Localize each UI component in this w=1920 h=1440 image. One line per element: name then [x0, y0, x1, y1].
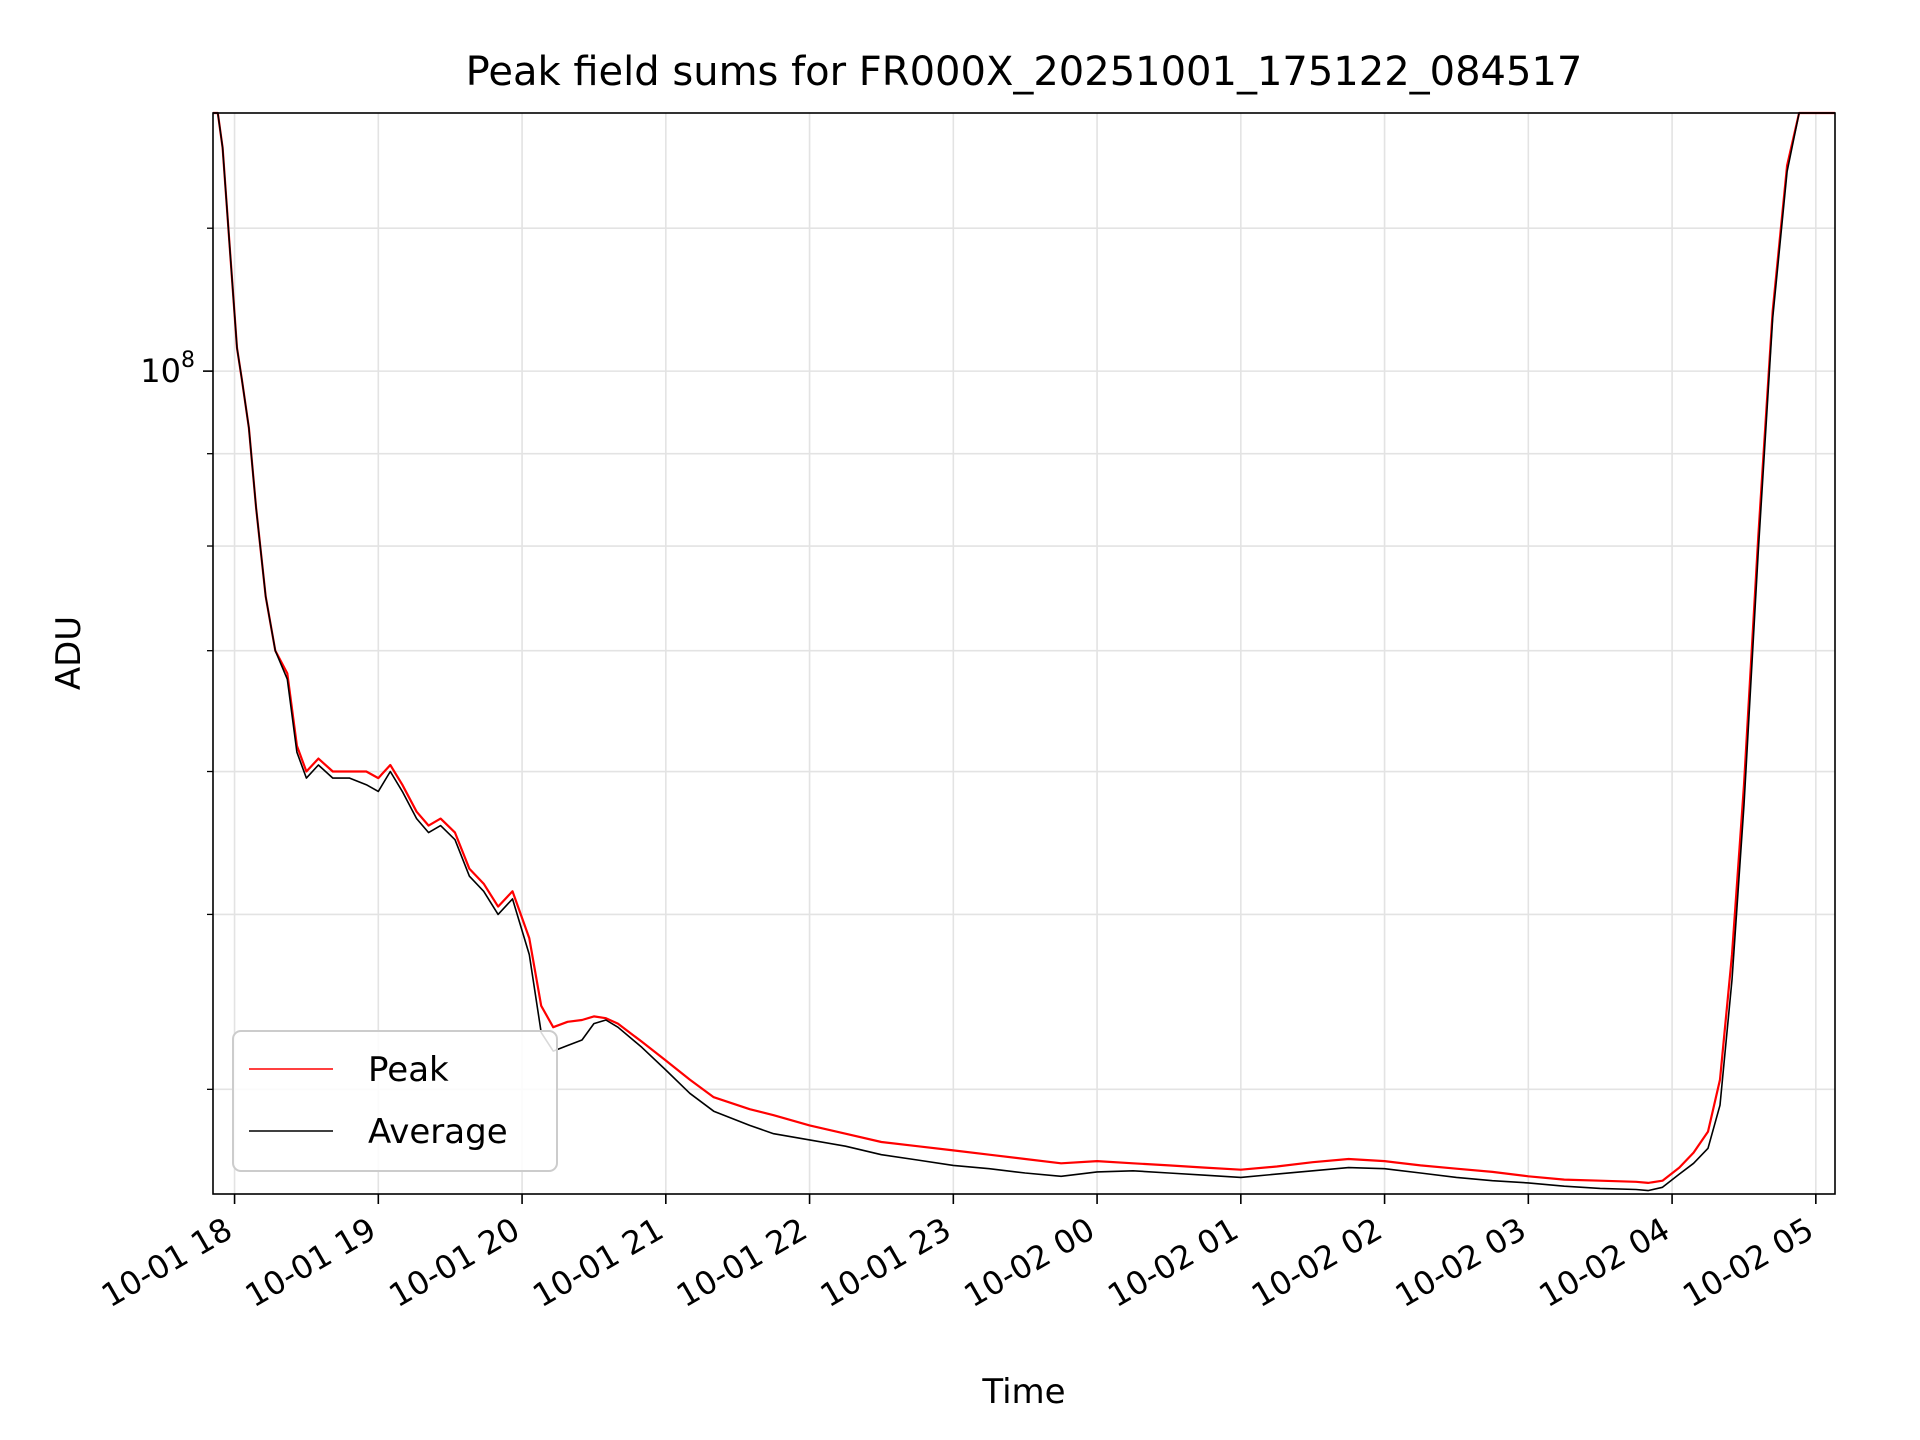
- series-line-average: [213, 112, 1835, 1192]
- legend-box: [232, 1030, 558, 1172]
- x-axis-label: Time: [981, 1372, 1065, 1412]
- y-tick-label: 108: [140, 348, 195, 390]
- y-axis-label: ADU: [49, 616, 89, 690]
- chart-title: Peak field sums for FR000X_20251001_1751…: [466, 49, 1583, 95]
- legend-label-peak: Peak: [368, 1050, 449, 1090]
- plot-area: [213, 113, 1835, 1194]
- legend: Peak Average: [232, 1030, 558, 1172]
- y-tick-exponent: 8: [181, 348, 195, 373]
- y-tick-base: 10: [140, 352, 181, 390]
- plot-frame: [212, 112, 1836, 1195]
- series-lines: [213, 111, 1835, 1192]
- legend-label-average: Average: [368, 1112, 508, 1152]
- grid-lines: [213, 113, 1835, 1194]
- series-line-peak: [213, 111, 1835, 1185]
